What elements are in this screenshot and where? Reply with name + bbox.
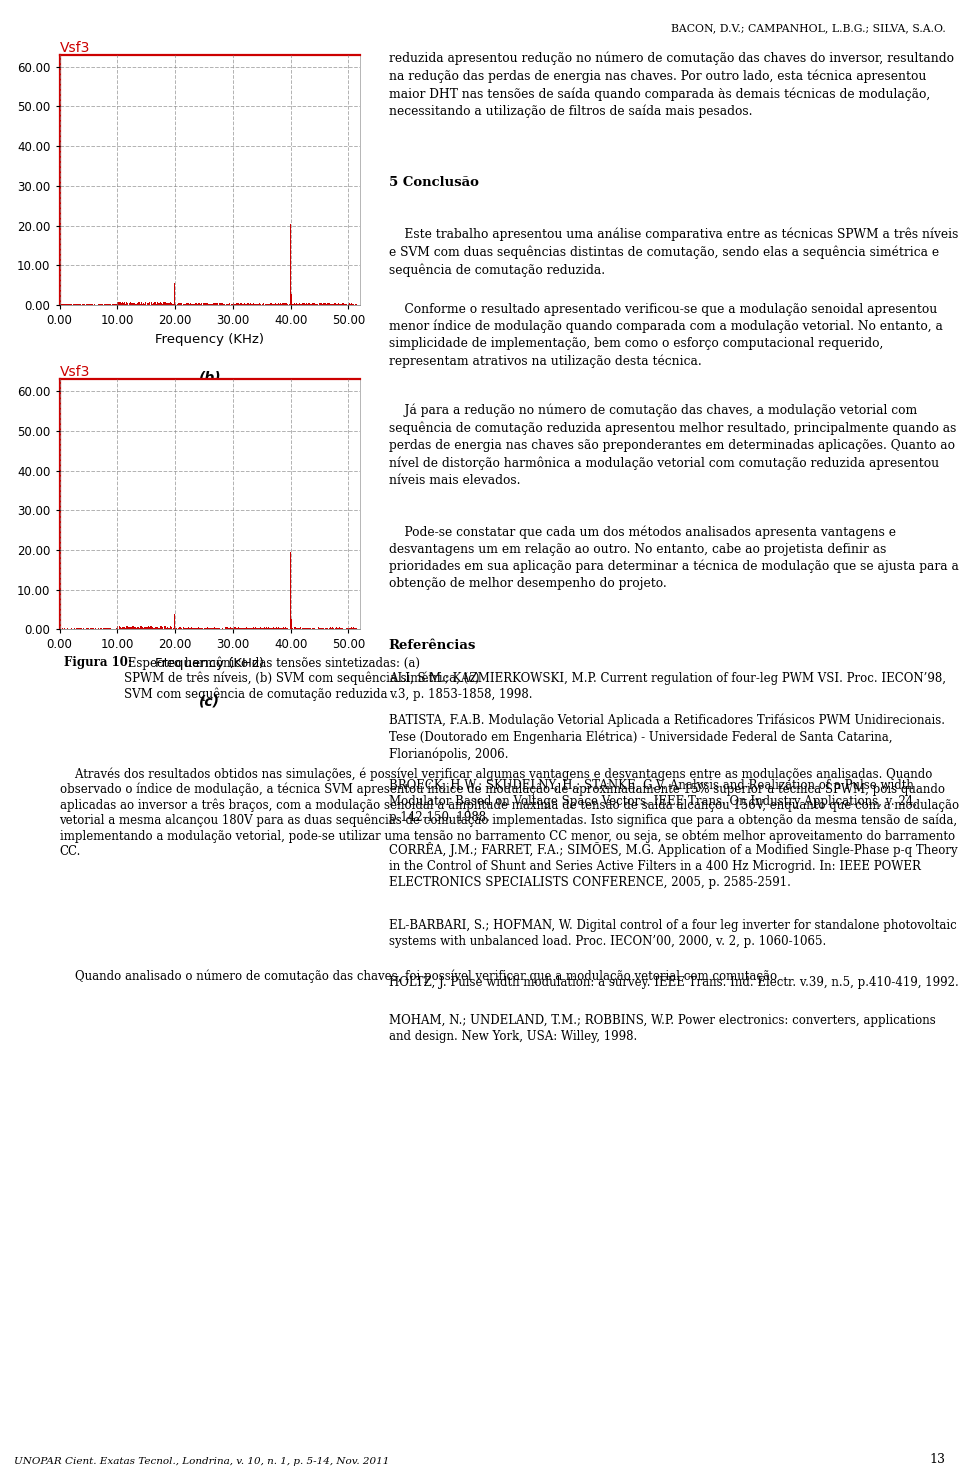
Text: Vsf3: Vsf3	[60, 41, 90, 55]
Text: Já para a redução no número de comutação das chaves, a modulação vetorial com se: Já para a redução no número de comutação…	[389, 404, 956, 487]
Text: Através dos resultados obtidos nas simulações, é possível verificar algumas vant: Através dos resultados obtidos nas simul…	[60, 767, 959, 857]
Text: reduzida apresentou redução no número de comutação das chaves do inversor, resul: reduzida apresentou redução no número de…	[389, 52, 954, 118]
Text: MOHAM, N.; UNDELAND, T.M.; ROBBINS, W.P. Power electronics: converters, applicat: MOHAM, N.; UNDELAND, T.M.; ROBBINS, W.P.…	[389, 1013, 936, 1043]
Text: HOLTZ, J. Pulse width modulation: a survey. IEEE Trans. Ind. Electr. v.39, n.5, : HOLTZ, J. Pulse width modulation: a surv…	[389, 976, 958, 989]
Text: (c): (c)	[200, 695, 220, 708]
Text: 13: 13	[929, 1453, 946, 1466]
Text: Referências: Referências	[389, 640, 476, 652]
Text: Vsf3: Vsf3	[60, 366, 90, 379]
X-axis label: Frequency (KHz): Frequency (KHz)	[156, 333, 264, 345]
Text: Figura 10:: Figura 10:	[64, 656, 132, 669]
Text: BROECK, H.W.; SKUDELNY, H.; STANKE, G.V. Analysis and Realization of a Pulse wid: BROECK, H.W.; SKUDELNY, H.; STANKE, G.V.…	[389, 779, 917, 823]
Text: Espectro harmônico das tensões sintetizadas: (a)
SPWM de três níveis, (b) SVM co: Espectro harmônico das tensões sintetiza…	[124, 656, 479, 701]
Text: 5 Conclusão: 5 Conclusão	[389, 176, 479, 190]
Text: Conforme o resultado apresentado verificou-se que a modulação senoidal apresento: Conforme o resultado apresentado verific…	[389, 302, 943, 367]
Text: ALI, S.M.; KAZMIERKOWSKI, M.P. Current regulation of four-leg PWM VSI. Proc. IEC: ALI, S.M.; KAZMIERKOWSKI, M.P. Current r…	[389, 672, 946, 701]
Text: BATISTA, F.A.B. Modulação Vetorial Aplicada a Retificadores Trifásicos PWM Unidi: BATISTA, F.A.B. Modulação Vetorial Aplic…	[389, 714, 945, 761]
X-axis label: Frequency (KHz): Frequency (KHz)	[156, 658, 264, 669]
Text: (b): (b)	[199, 370, 221, 384]
Text: Pode-se constatar que cada um dos métodos analisados apresenta vantagens e desva: Pode-se constatar que cada um dos método…	[389, 526, 959, 591]
Text: UNOPAR Cient. Exatas Tecnol., Londrina, v. 10, n. 1, p. 5-14, Nov. 2011: UNOPAR Cient. Exatas Tecnol., Londrina, …	[14, 1457, 390, 1466]
Text: Quando analisado o número de comutação das chaves, foi possível verificar que a : Quando analisado o número de comutação d…	[60, 970, 777, 983]
Text: Este trabalho apresentou uma análise comparativa entre as técnicas SPWM a três n: Este trabalho apresentou uma análise com…	[389, 228, 958, 277]
Text: EL-BARBARI, S.; HOFMAN, W. Digital control of a four leg inverter for standalone: EL-BARBARI, S.; HOFMAN, W. Digital contr…	[389, 918, 956, 948]
Text: BACON, D.V.; CAMPANHOL, L.B.G.; SILVA, S.A.O.: BACON, D.V.; CAMPANHOL, L.B.G.; SILVA, S…	[671, 24, 946, 34]
Text: CORRÊA, J.M.; FARRET, F.A.; SIMÕES, M.G. Application of a Modified Single-Phase : CORRÊA, J.M.; FARRET, F.A.; SIMÕES, M.G.…	[389, 843, 957, 889]
